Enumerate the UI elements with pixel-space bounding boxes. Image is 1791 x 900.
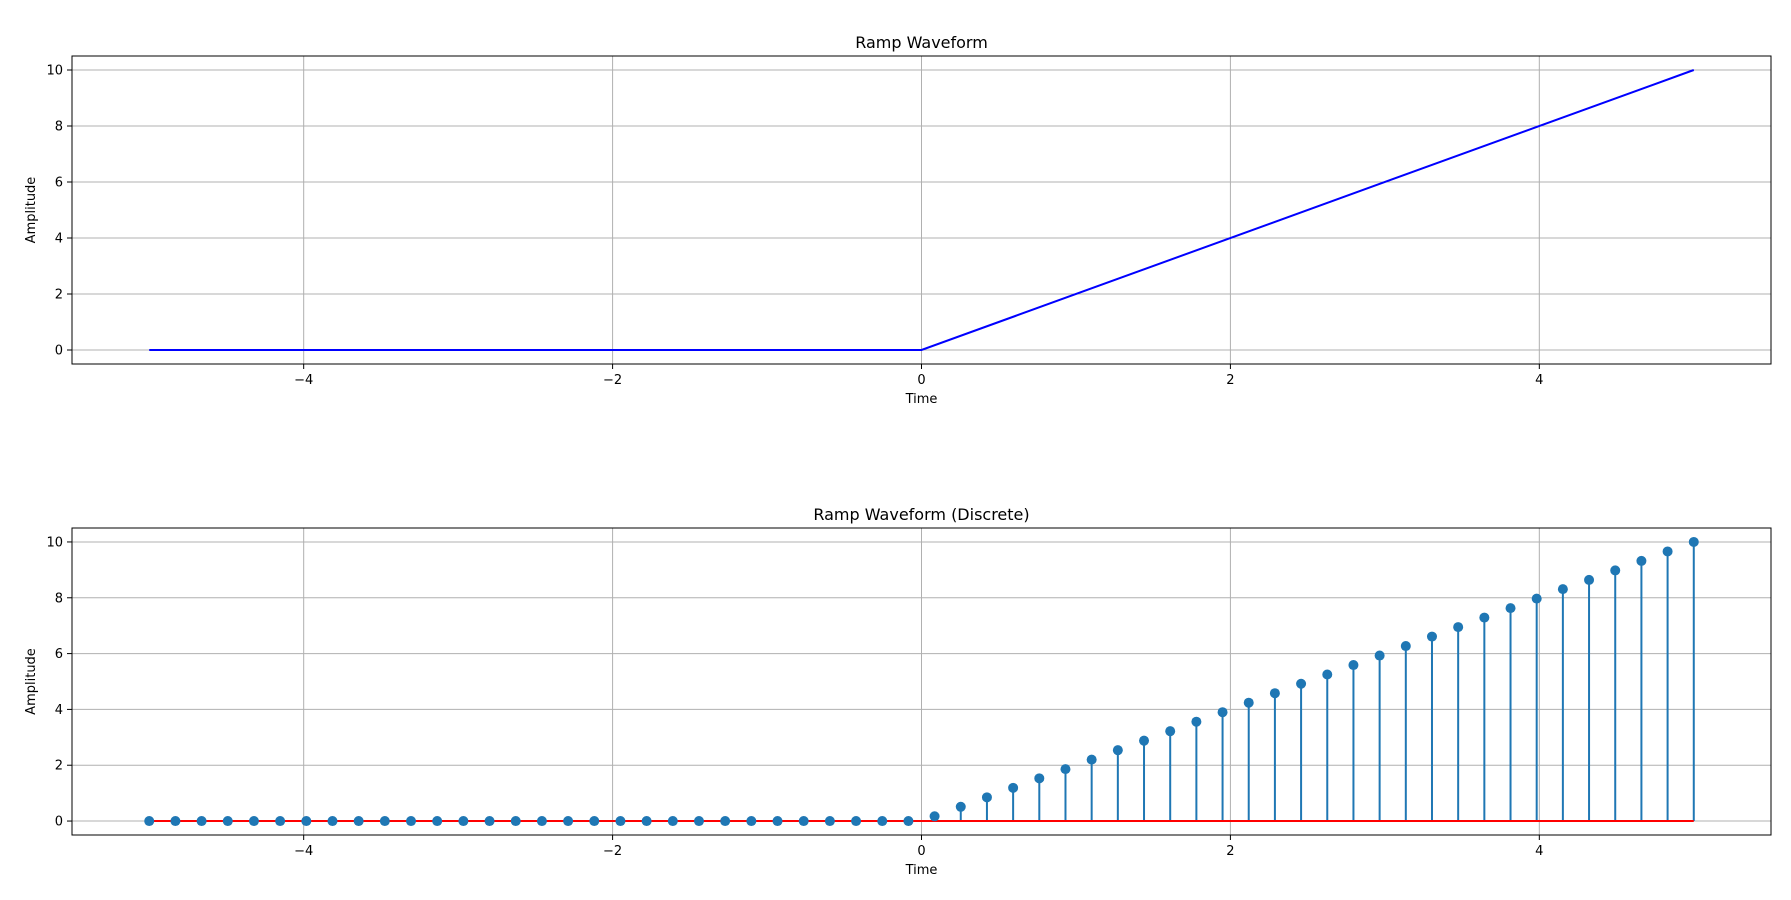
x-axis-label: Time — [905, 392, 938, 407]
y-tick-label: 6 — [55, 647, 63, 662]
stem-marker — [1453, 622, 1464, 633]
stem-marker — [981, 792, 992, 803]
x-tick-label: 4 — [1535, 844, 1543, 859]
stem-marker — [275, 816, 286, 827]
x-tick-label: −2 — [603, 844, 622, 859]
y-tick-label: 2 — [55, 759, 63, 774]
stem-marker — [510, 816, 521, 827]
stem-marker — [484, 816, 495, 827]
ticks: −4 −2 0 2 4 0 2 4 6 8 10 — [46, 535, 1543, 859]
chart-title: Ramp Waveform (Discrete) — [813, 505, 1029, 524]
y-tick-label: 2 — [55, 288, 63, 303]
stem-marker — [301, 816, 312, 827]
x-tick-label: −4 — [294, 844, 313, 859]
stem-marker — [641, 816, 652, 827]
stem-marker — [1348, 660, 1359, 671]
y-tick-label: 4 — [55, 232, 63, 247]
stem-marker — [563, 816, 574, 827]
stem-marker — [248, 816, 259, 827]
stem-marker — [1636, 555, 1647, 566]
stem-marker — [1217, 707, 1228, 718]
ramp-waveform-chart: −4 −2 0 2 4 0 2 4 6 8 10 Ramp Waveform Time Amplit… — [24, 33, 1772, 407]
y-tick-label: 10 — [46, 535, 63, 550]
stem-marker — [432, 816, 443, 827]
stem-marker — [1322, 669, 1333, 680]
stem-marker — [406, 816, 417, 827]
stem-marker — [1086, 754, 1097, 765]
stem-marker — [196, 816, 207, 827]
stem-marker — [1296, 678, 1307, 689]
y-tick-label: 4 — [55, 703, 63, 718]
stem-marker — [955, 801, 966, 812]
stem-marker — [458, 816, 469, 827]
stem-marker — [720, 816, 731, 827]
grid — [72, 528, 1771, 835]
x-tick-label: 0 — [917, 373, 925, 388]
stem-marker — [1243, 697, 1254, 708]
stem-marker — [1688, 536, 1699, 547]
plot-area — [149, 69, 1695, 351]
stem-marker — [1034, 773, 1045, 784]
y-tick-label: 0 — [55, 344, 63, 359]
stem-marker — [746, 816, 757, 827]
stem-marker — [1557, 584, 1568, 595]
stem-marker — [1479, 612, 1490, 623]
y-tick-label: 10 — [46, 64, 63, 79]
chart-title: Ramp Waveform — [855, 33, 988, 52]
stem-marker — [1060, 764, 1071, 775]
stem-marker — [1165, 726, 1176, 737]
plot-area — [144, 536, 1699, 827]
stem-marker — [929, 811, 940, 822]
stem-marker — [851, 816, 862, 827]
x-axis-label: Time — [905, 863, 938, 878]
stem-marker — [772, 816, 783, 827]
stem-marker — [1531, 593, 1542, 604]
stem-marker — [1112, 745, 1123, 756]
stem-marker — [1400, 641, 1411, 652]
stem-marker — [1426, 631, 1437, 642]
x-tick-label: −2 — [603, 373, 622, 388]
stem-marker — [379, 816, 390, 827]
stem-marker — [1374, 650, 1385, 661]
stem-marker — [1191, 716, 1202, 727]
stem-marker — [1610, 565, 1621, 576]
x-tick-label: 0 — [917, 844, 925, 859]
stem-marker — [353, 816, 364, 827]
x-tick-label: 2 — [1226, 373, 1234, 388]
ramp-series-line — [149, 69, 1695, 351]
y-axis-label: Amplitude — [24, 648, 39, 715]
stem-marker — [903, 816, 914, 827]
stem-marker — [798, 816, 809, 827]
y-axis-label: Amplitude — [24, 177, 39, 244]
y-tick-label: 6 — [55, 176, 63, 191]
stem-marker — [1505, 603, 1516, 614]
stem-marker — [222, 816, 233, 827]
stem-marker — [536, 816, 547, 827]
stem-marker — [693, 816, 704, 827]
stem-marker — [1008, 782, 1019, 793]
stem-marker — [667, 816, 678, 827]
grid — [72, 56, 1771, 364]
y-tick-label: 8 — [55, 120, 63, 135]
y-tick-label: 0 — [55, 815, 63, 830]
stem-marker — [144, 816, 155, 827]
y-tick-label: 8 — [55, 591, 63, 606]
stem-marker — [170, 816, 181, 827]
x-tick-label: 2 — [1226, 844, 1234, 859]
stem-marker — [327, 816, 338, 827]
stem-marker — [1662, 546, 1673, 557]
stem-marker — [589, 816, 600, 827]
stem-marker — [824, 816, 835, 827]
x-tick-label: −4 — [294, 373, 313, 388]
stem-marker — [1269, 688, 1280, 699]
stem-marker — [615, 816, 626, 827]
stem-marker — [877, 816, 888, 827]
ticks: −4 −2 0 2 4 0 2 4 6 8 10 — [46, 64, 1543, 389]
x-tick-label: 4 — [1535, 373, 1543, 388]
stem-marker — [1584, 574, 1595, 585]
stem-marker — [1139, 735, 1150, 746]
